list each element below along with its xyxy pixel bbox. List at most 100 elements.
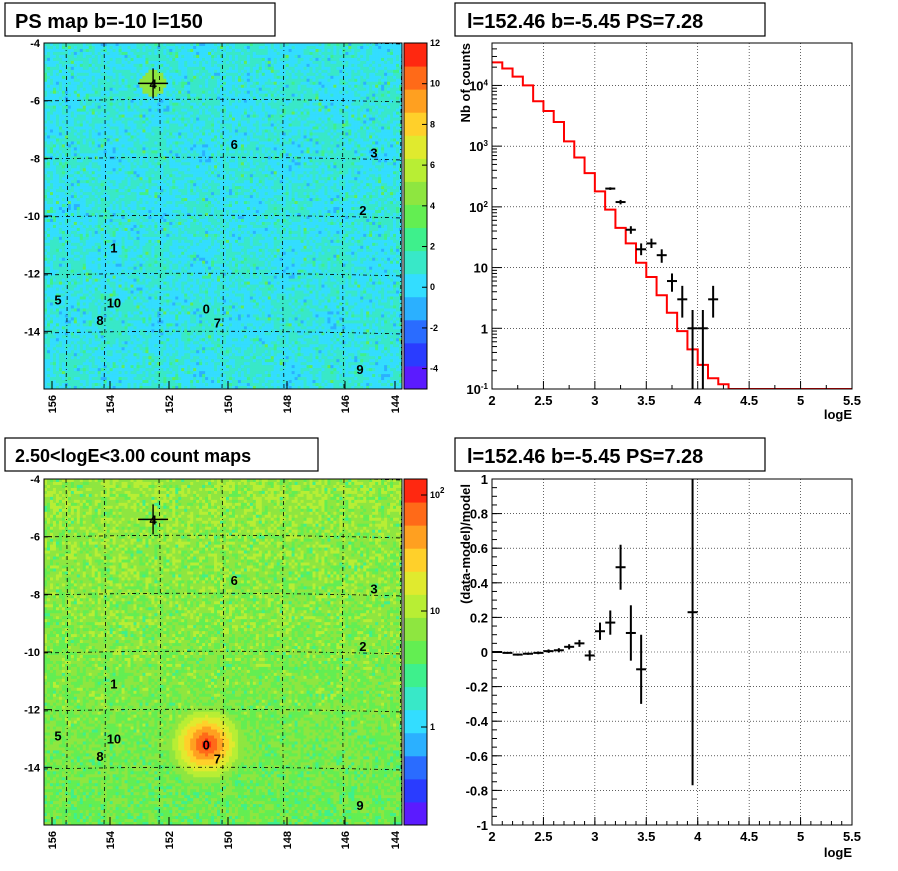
- heatmap-cell: [148, 96, 152, 101]
- heatmap-cell: [354, 108, 358, 113]
- heatmap-cell: [124, 123, 128, 127]
- heatmap-cell: [112, 153, 116, 157]
- heatmap-cell: [315, 159, 319, 163]
- heatmap-cell: [70, 150, 75, 154]
- heatmap-cell: [106, 108, 111, 113]
- heatmap-cell: [145, 156, 149, 160]
- heatmap-cell: [202, 54, 206, 59]
- heatmap-cell: [64, 57, 69, 62]
- heatmap-cell: [279, 72, 284, 77]
- heatmap-cell: [390, 126, 394, 130]
- heatmap-cell: [148, 159, 152, 163]
- heatmap-cell: [249, 102, 254, 107]
- heatmap-cell: [267, 144, 272, 148]
- heatmap-cell: [348, 90, 352, 95]
- heatmap-cell: [330, 99, 334, 104]
- heatmap-cell: [172, 81, 176, 86]
- heatmap-cell: [399, 120, 402, 124]
- heatmap-cell: [100, 162, 105, 166]
- heatmap-cell: [172, 43, 176, 47]
- heatmap-cell: [148, 141, 152, 145]
- heatmap-cell: [288, 111, 293, 115]
- heatmap-cell: [127, 81, 131, 86]
- heatmap-cell: [396, 138, 400, 142]
- heatmap-cell: [73, 162, 78, 166]
- heatmap-cell: [300, 69, 304, 74]
- heatmap-cell: [336, 45, 340, 50]
- heatmap-cell: [121, 84, 125, 89]
- heatmap-cell: [79, 48, 84, 53]
- heatmap-cell: [148, 75, 152, 80]
- heatmap-cell: [300, 117, 304, 121]
- heatmap-cell: [172, 45, 176, 50]
- heatmap-cell: [300, 87, 304, 92]
- heatmap-cell: [136, 153, 140, 157]
- heatmap-cell: [109, 43, 114, 47]
- ps-map-heatmap: [44, 43, 402, 389]
- heatmap-cell: [285, 153, 290, 157]
- heatmap-cell: [309, 114, 313, 118]
- heatmap-cell: [166, 162, 170, 166]
- heatmap-cell: [378, 147, 382, 151]
- heatmap-cell: [73, 72, 78, 77]
- heatmap-cell: [237, 108, 242, 113]
- heatmap-cell: [336, 114, 340, 118]
- heatmap-cell: [279, 48, 284, 53]
- heatmap-cell: [312, 66, 316, 71]
- heatmap-cell: [363, 147, 367, 151]
- heatmap-cell: [246, 87, 251, 92]
- heatmap-cell: [288, 153, 293, 157]
- heatmap-cell: [336, 162, 340, 166]
- heatmap-cell: [52, 147, 57, 151]
- heatmap-cell: [61, 138, 66, 142]
- heatmap-cell: [270, 84, 275, 89]
- heatmap-cell: [100, 105, 105, 110]
- heatmap-cell: [303, 57, 307, 62]
- heatmap-cell: [175, 72, 179, 77]
- heatmap-cell: [67, 90, 72, 95]
- heatmap-cell: [372, 99, 376, 104]
- heatmap-cell: [58, 87, 63, 92]
- heatmap-cell: [399, 150, 402, 154]
- heatmap-cell: [91, 123, 96, 127]
- heatmap-cell: [106, 135, 111, 139]
- heatmap-cell: [181, 90, 185, 95]
- heatmap-cell: [172, 51, 176, 56]
- heatmap-cell: [387, 75, 391, 80]
- heatmap-cell: [300, 120, 304, 124]
- heatmap-cell: [202, 57, 206, 62]
- heatmap-cell: [196, 117, 200, 121]
- heatmap-cell: [136, 60, 140, 65]
- heatmap-cell: [321, 123, 325, 127]
- heatmap-cell: [366, 81, 370, 86]
- heatmap-cell: [291, 60, 295, 65]
- heatmap-cell: [246, 144, 251, 148]
- heatmap-cell: [324, 45, 328, 50]
- heatmap-cell: [303, 60, 307, 65]
- heatmap-cell: [366, 99, 370, 104]
- heatmap-cell: [351, 99, 355, 104]
- heatmap-cell: [225, 162, 230, 166]
- heatmap-cell: [333, 156, 337, 160]
- heatmap-cell: [148, 48, 152, 53]
- heatmap-cell: [124, 150, 128, 154]
- heatmap-cell: [330, 135, 334, 139]
- heatmap-cell: [327, 51, 331, 56]
- heatmap-cell: [324, 108, 328, 113]
- ps-map-title-box: [4, 2, 276, 37]
- heatmap-cell: [285, 117, 290, 121]
- heatmap-cell: [64, 43, 69, 47]
- heatmap-cell: [339, 96, 343, 101]
- heatmap-cell: [258, 66, 263, 71]
- heatmap-cell: [175, 43, 179, 47]
- heatmap-cell: [106, 48, 111, 53]
- heatmap-cell: [70, 153, 75, 157]
- heatmap-cell: [225, 66, 230, 71]
- heatmap-cell: [300, 147, 304, 151]
- heatmap-cell: [64, 105, 69, 110]
- heatmap-cell: [202, 51, 206, 56]
- heatmap-cell: [315, 48, 319, 53]
- heatmap-cell: [103, 48, 108, 53]
- heatmap-cell: [193, 87, 197, 92]
- heatmap-cell: [399, 75, 402, 80]
